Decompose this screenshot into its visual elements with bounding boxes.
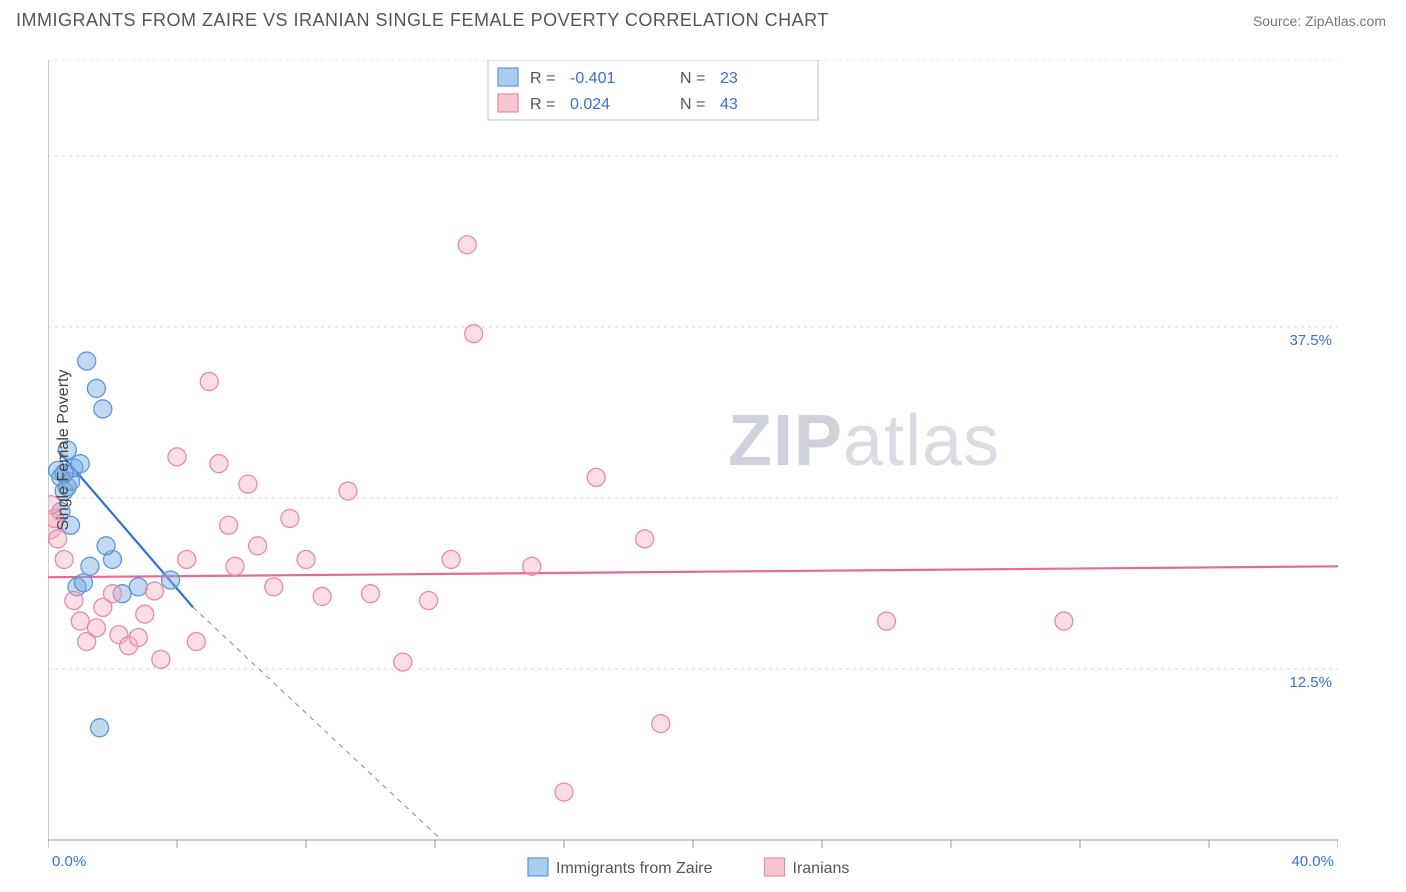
svg-text:R =: R = (530, 96, 555, 113)
chart-title: IMMIGRANTS FROM ZAIRE VS IRANIAN SINGLE … (16, 10, 829, 31)
svg-text:-0.401: -0.401 (570, 70, 615, 87)
svg-text:R =: R = (530, 70, 555, 87)
svg-text:23: 23 (720, 70, 738, 87)
svg-text:Iranians: Iranians (793, 860, 850, 877)
svg-text:N =: N = (680, 96, 705, 113)
svg-text:Immigrants from Zaire: Immigrants from Zaire (556, 860, 713, 877)
y-axis-label: Single Female Poverty (55, 370, 73, 531)
scatter-chart: 12.5% 37.5% 0.0% 40.0% R = -0.401 N = 23 R = 0.02… (48, 60, 1338, 880)
svg-text:N =: N = (680, 70, 705, 87)
svg-text:0.024: 0.024 (570, 96, 610, 113)
svg-text:37.5%: 37.5% (1289, 332, 1332, 349)
chart-area: Single Female Poverty ZIPatlas 12.5%37.5… (48, 60, 1338, 840)
svg-text:40.0%: 40.0% (1291, 853, 1334, 870)
svg-text:0.0%: 0.0% (52, 853, 86, 870)
svg-text:12.5%: 12.5% (1289, 674, 1332, 691)
source-label: Source: ZipAtlas.com (1253, 13, 1386, 29)
svg-text:43: 43 (720, 96, 738, 113)
